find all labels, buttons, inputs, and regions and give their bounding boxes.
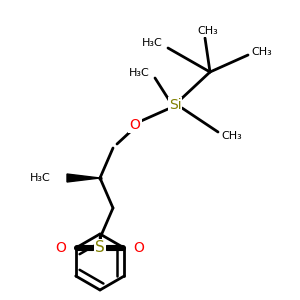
Text: S: S bbox=[95, 241, 105, 256]
Text: CH₃: CH₃ bbox=[198, 26, 218, 36]
Text: H₃C: H₃C bbox=[30, 173, 51, 183]
Text: H₃C: H₃C bbox=[142, 38, 162, 48]
Text: O: O bbox=[56, 241, 66, 255]
Text: O: O bbox=[134, 241, 144, 255]
Text: Si: Si bbox=[169, 98, 181, 112]
Polygon shape bbox=[67, 174, 100, 182]
Text: CH₃: CH₃ bbox=[252, 47, 272, 57]
Text: O: O bbox=[130, 118, 140, 132]
Text: CH₃: CH₃ bbox=[222, 131, 242, 141]
Text: H₃C: H₃C bbox=[129, 68, 149, 78]
